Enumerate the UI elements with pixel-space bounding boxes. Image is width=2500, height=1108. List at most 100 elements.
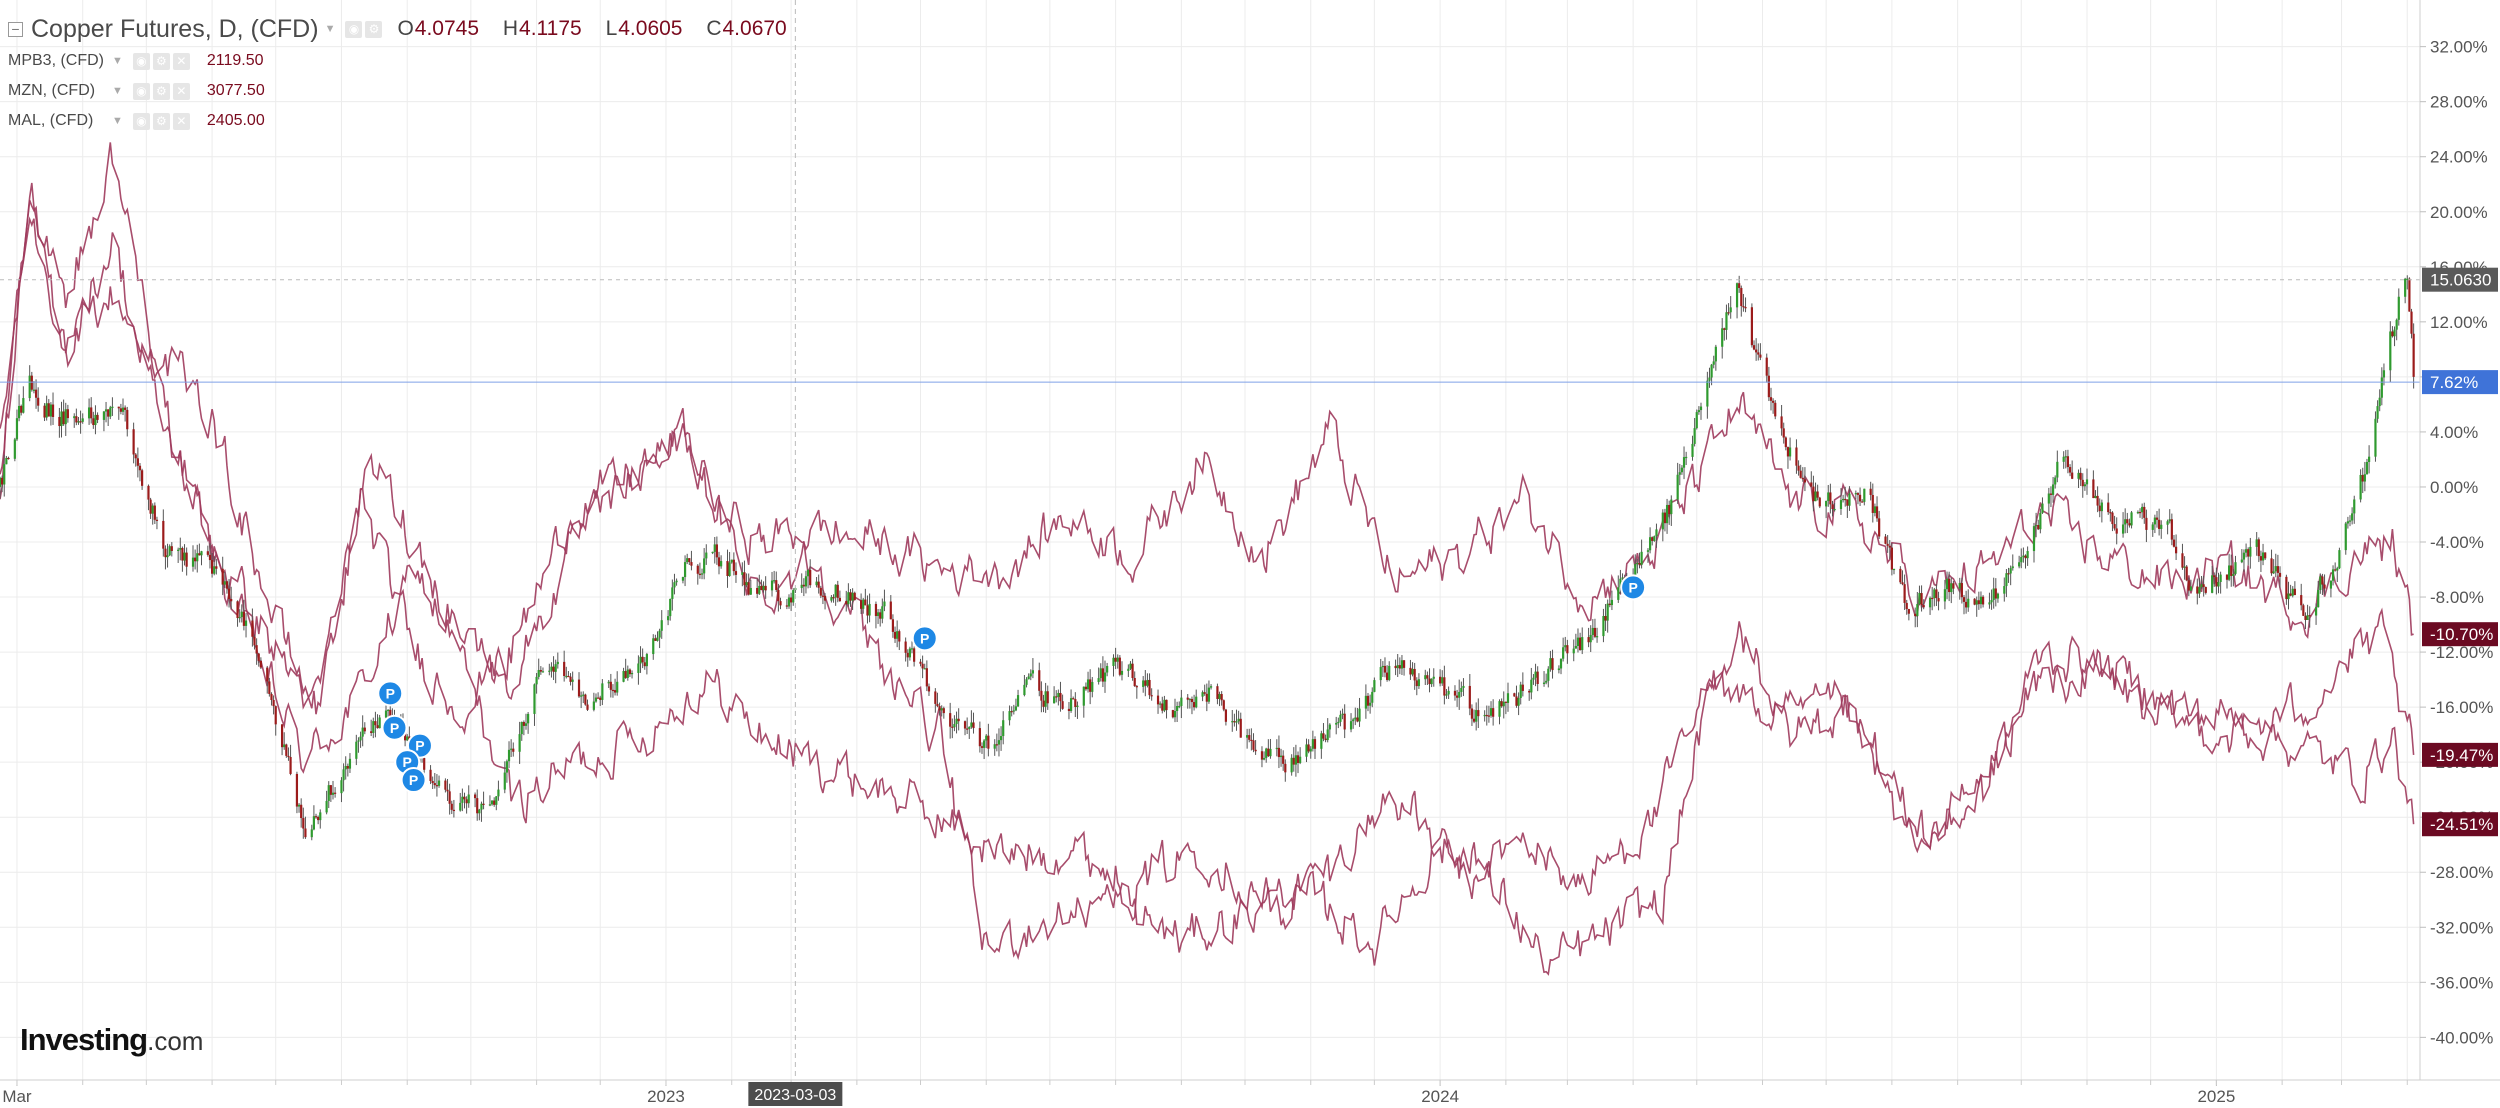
compare-title-mal[interactable]: MAL, (CFD) — [8, 112, 94, 129]
candle-up — [111, 406, 114, 408]
low-value: 4.0605 — [618, 17, 683, 40]
candle-down — [272, 700, 275, 707]
candle-up — [1396, 665, 1399, 669]
candle-down — [1307, 744, 1310, 752]
last-price-tag-label: 15.0630 — [2430, 271, 2491, 290]
candle-down — [227, 588, 231, 599]
candle-up — [179, 547, 182, 550]
pin-marker-label: P — [1628, 579, 1637, 595]
logo-brand: Investing — [20, 1022, 148, 1057]
candle-up — [1833, 508, 1836, 511]
compare-title-mzn[interactable]: MZN, (CFD) — [8, 82, 96, 99]
candle-down — [764, 585, 767, 591]
candle-up — [1159, 703, 1162, 705]
candle-up — [1082, 686, 1085, 706]
candle-up — [1610, 599, 1614, 606]
candle-down — [1886, 543, 1889, 546]
candle-up — [1445, 694, 1448, 696]
candle-down — [1774, 402, 1777, 417]
settings-gear-icon[interactable]: ⚙ — [152, 112, 170, 130]
chevron-down-icon[interactable]: ▼ — [112, 55, 123, 67]
candle-up — [1235, 721, 1238, 723]
candle-down — [775, 580, 778, 590]
candle-up — [520, 721, 523, 735]
candle-up — [503, 772, 506, 790]
candle-down — [2128, 523, 2131, 526]
candle-down — [563, 661, 566, 676]
candle-up — [1619, 578, 1622, 588]
settings-gear-icon[interactable]: ⚙ — [365, 20, 383, 38]
compare-pct-tag-0-label: -10.70% — [2430, 625, 2493, 644]
candle-down — [2270, 558, 2273, 574]
x-tick-label: 2025 — [2197, 1087, 2235, 1106]
close-icon[interactable]: ✕ — [172, 82, 190, 100]
hide-series-icon[interactable]: ◉ — [132, 82, 150, 100]
candle-down — [1905, 602, 1908, 610]
candle-down — [1010, 711, 1013, 713]
candle-up — [656, 637, 659, 641]
settings-gear-icon[interactable]: ⚙ — [152, 82, 170, 100]
candle-up — [1562, 647, 1565, 659]
candle-down — [747, 582, 750, 595]
close-icon[interactable]: ✕ — [172, 52, 190, 70]
candle-down — [2230, 565, 2233, 576]
candle-up — [497, 789, 500, 797]
collapse-legend-icon[interactable]: − — [8, 21, 23, 37]
legend-main-row: − Copper Futures, D, (CFD) ▼ ◉ ⚙ O4.0745… — [8, 12, 805, 46]
candle-up — [102, 411, 106, 420]
pin-marker-icon — [377, 680, 404, 707]
candle-down — [1248, 735, 1251, 740]
hide-series-icon[interactable]: ◉ — [345, 20, 363, 38]
candle-down — [1190, 698, 1194, 703]
candle-up — [244, 620, 248, 626]
candle-up — [1814, 491, 1817, 502]
candle-down — [75, 416, 78, 423]
candle-down — [181, 547, 184, 561]
candle-up — [2367, 456, 2371, 463]
candle-up — [1943, 589, 1947, 602]
settings-gear-icon[interactable]: ⚙ — [152, 52, 170, 70]
candle-up — [325, 800, 328, 813]
candle-down — [1579, 637, 1582, 651]
candle-down — [942, 708, 945, 714]
investing-logo[interactable]: Investing.com — [20, 1022, 203, 1058]
candle-down — [1651, 537, 1654, 541]
candle-up — [2056, 461, 2059, 478]
hide-series-icon[interactable]: ◉ — [132, 52, 150, 70]
candle-up — [2306, 615, 2309, 620]
candle-up — [340, 780, 343, 794]
chevron-down-icon[interactable]: ▼ — [112, 115, 123, 127]
candle-up — [2397, 296, 2400, 320]
candle-down — [609, 681, 612, 690]
candle-down — [2302, 605, 2305, 616]
close-icon[interactable]: ✕ — [172, 112, 190, 130]
chevron-down-icon[interactable]: ▼ — [324, 23, 336, 35]
candle-down — [919, 661, 922, 664]
candle-down — [584, 694, 587, 705]
candle-up — [1697, 410, 1700, 413]
hide-series-icon[interactable]: ◉ — [132, 112, 150, 130]
series-line-mal — [0, 200, 2414, 736]
candle-down — [1061, 701, 1064, 709]
candle-up — [49, 404, 53, 417]
candle-up — [2141, 506, 2144, 513]
candle-down — [452, 809, 455, 812]
candle-up — [2032, 526, 2036, 552]
candle-down — [1663, 512, 1667, 524]
candle-down — [654, 638, 657, 641]
compare-pct-tag-2-label: -24.51% — [2430, 815, 2493, 834]
candle-up — [1016, 695, 1020, 707]
candle-down — [1960, 583, 1963, 598]
candle-down — [370, 731, 373, 733]
compare-title-mpb3[interactable]: MPB3, (CFD) — [8, 52, 104, 69]
candle-up — [1358, 708, 1361, 722]
candle-down — [1948, 578, 1951, 593]
candle-down — [376, 725, 379, 729]
main-symbol-title[interactable]: Copper Futures, D, (CFD) — [31, 14, 319, 43]
chevron-down-icon[interactable]: ▼ — [112, 85, 123, 97]
candle-up — [700, 573, 704, 575]
candle-down — [2092, 479, 2095, 499]
candle-up — [2329, 580, 2333, 589]
candle-down — [1192, 702, 1196, 708]
